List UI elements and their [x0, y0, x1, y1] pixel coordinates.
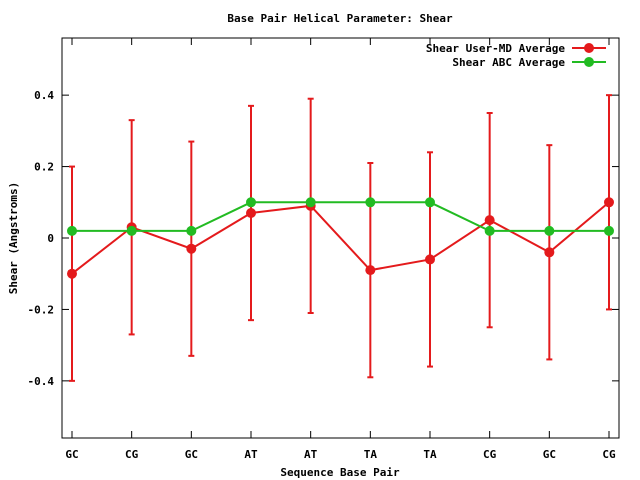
series-abc — [67, 197, 614, 236]
x-tick-label: GC — [185, 448, 198, 461]
data-point-abc — [544, 225, 555, 236]
x-tick-label: GC — [543, 448, 556, 461]
data-point-abc — [604, 225, 614, 236]
y-tick-label: -0.2 — [28, 303, 55, 316]
x-tick-label: CG — [125, 448, 139, 461]
data-point-user-md — [365, 265, 376, 276]
data-point-user-md — [484, 215, 495, 226]
data-point-user-md — [186, 243, 197, 254]
series-user-md — [67, 94, 614, 382]
series-line-abc — [72, 201, 609, 232]
y-tick-label: 0 — [47, 232, 54, 245]
legend-marker-user-md — [584, 43, 594, 53]
x-axis-label: Sequence Base Pair — [280, 466, 400, 479]
legend-label-abc: Shear ABC Average — [452, 56, 565, 69]
legend-label-user-md: Shear User-MD Average — [426, 42, 565, 55]
data-point-abc — [67, 225, 77, 236]
y-tick-label: -0.4 — [28, 375, 55, 388]
legend: Shear User-MD Average Shear ABC Average — [426, 42, 606, 69]
data-point-abc — [186, 225, 197, 236]
data-point-abc — [305, 197, 316, 208]
x-tick-label: TA — [364, 448, 378, 461]
data-point-user-md — [246, 208, 256, 218]
x-tick-label: AT — [244, 448, 258, 461]
x-tick-label: CG — [602, 448, 616, 461]
data-point-abc — [126, 225, 137, 236]
x-axis-ticks: GC CG GC AT AT TA TA CG GC CG — [65, 38, 616, 461]
x-tick-label: GC — [65, 448, 78, 461]
y-axis-ticks: -0.4 -0.2 0 0.2 0.4 — [28, 89, 619, 388]
y-tick-label: 0.4 — [34, 89, 54, 102]
y-tick-label: 0.2 — [34, 161, 54, 174]
data-point-abc — [484, 225, 495, 236]
series-layer — [67, 94, 614, 382]
x-tick-label: TA — [423, 448, 437, 461]
x-tick-label: AT — [304, 448, 318, 461]
data-point-user-md — [604, 197, 614, 208]
data-point-user-md — [425, 254, 435, 265]
data-point-abc — [246, 197, 256, 208]
data-point-abc — [365, 197, 376, 208]
x-tick-label: CG — [483, 448, 497, 461]
data-point-abc — [425, 197, 435, 208]
chart-title: Base Pair Helical Parameter: Shear — [227, 12, 453, 25]
data-point-user-md — [67, 268, 77, 279]
series-line-user-md — [71, 201, 610, 275]
legend-marker-abc — [584, 57, 594, 67]
data-point-user-md — [544, 247, 555, 258]
y-axis-label: Shear (Angstroms) — [7, 182, 20, 295]
